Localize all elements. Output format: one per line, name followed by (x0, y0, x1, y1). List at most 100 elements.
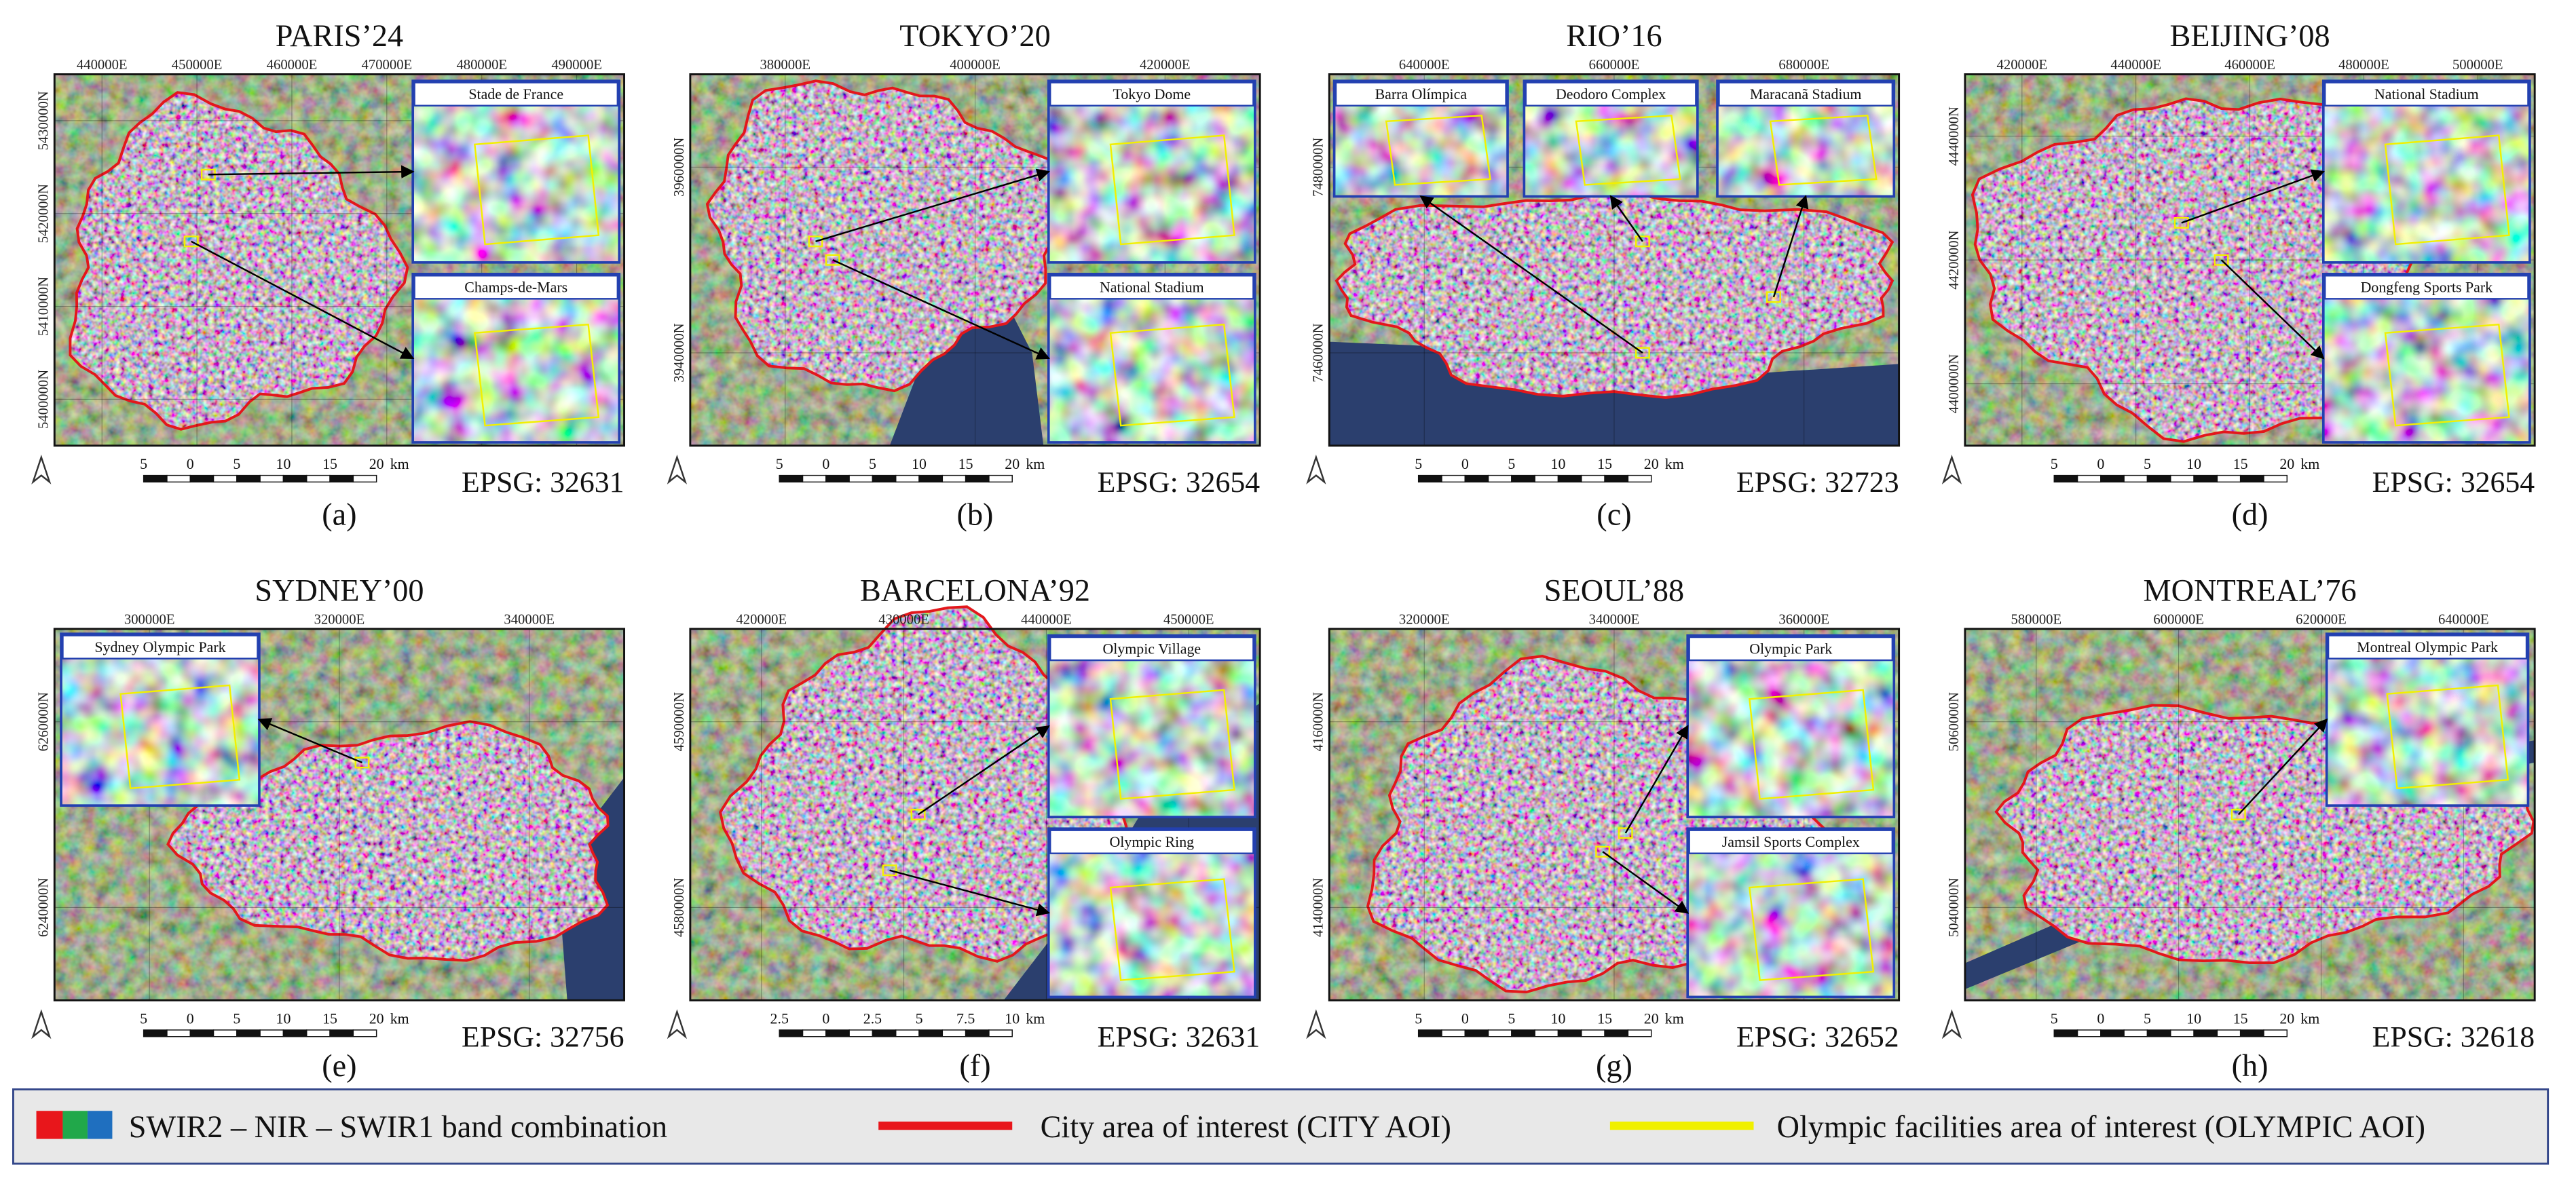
scale-label: 0 (2097, 1010, 2104, 1027)
panel-title: SEOUL’88 (1544, 573, 1684, 608)
easting-label: 450000E (1163, 613, 1214, 628)
scale-segment (965, 1029, 990, 1037)
scale-label: 15 (2233, 455, 2248, 472)
scale-label: 20 (2279, 1010, 2294, 1027)
inset-image (2326, 658, 2528, 806)
northing-label: 5400000N (37, 370, 52, 429)
city-area (1337, 191, 1892, 398)
scale-segment (2216, 1029, 2241, 1037)
easting-label: 480000E (456, 58, 507, 73)
inset-label-box (1688, 636, 1894, 662)
scale-segment (2053, 474, 2078, 483)
map-panel: RIO’16 640000E 660000E 680000E 7480000N 74600… (1306, 18, 1901, 532)
easting-label: 340000E (1589, 613, 1640, 628)
scale-label: 5 (2144, 1010, 2151, 1027)
scale-segment (872, 474, 897, 483)
inset-aoi (1109, 878, 1235, 981)
panel-caption: (d) (2232, 497, 2269, 532)
scale-segment (259, 1029, 284, 1037)
inset-label-box (2324, 275, 2529, 300)
inset-image (2323, 105, 2530, 263)
scale-segment (189, 474, 214, 483)
scale-label: 10 (912, 455, 927, 472)
scale-label: km (390, 1010, 409, 1027)
scale-label: 10 (2186, 455, 2201, 472)
northing-label: 4440000N (1947, 107, 1962, 166)
northing-label: 6260000N (37, 692, 52, 751)
legend: SWIR2 – NIR – SWIR1 band combination Cit… (12, 1088, 2550, 1165)
map-frame (53, 628, 626, 1001)
northing-label: 4160000N (1311, 692, 1326, 751)
inset-image (1524, 105, 1698, 197)
scale-label: 10 (1005, 1010, 1020, 1027)
inset-aoi (1575, 115, 1681, 186)
panel-caption: (h) (2232, 1048, 2269, 1083)
scale-segment (1417, 1029, 1442, 1037)
inset-aoi (2384, 134, 2510, 246)
northing-label: 4400000N (1947, 354, 1962, 413)
scale-segment (1581, 1029, 1605, 1037)
scale-segment (236, 474, 261, 483)
map-panel: SEOUL’88 320000E 340000E 360000E 4160000N 414… (1306, 573, 1901, 1083)
easting-label: 490000E (551, 58, 602, 73)
scale-label: 5 (1415, 455, 1422, 472)
inset-arrow (191, 240, 415, 360)
panel-caption: (b) (957, 497, 994, 532)
scale-segment (2076, 1029, 2102, 1037)
easting-label: 600000E (2153, 613, 2204, 628)
northing-label: 7480000N (1311, 138, 1326, 197)
scale-label: 20 (1005, 455, 1020, 472)
easting-label: 680000E (1778, 58, 1829, 73)
easting-label: 300000E (124, 613, 175, 628)
scale-segment (1627, 474, 1652, 483)
scale-segment (2100, 474, 2125, 483)
inset-label-box (2327, 634, 2528, 660)
easting-label: 360000E (1778, 613, 1829, 628)
city-area (720, 607, 1127, 961)
scale-label: 0 (1461, 455, 1469, 472)
northing-label: 5060000N (1947, 692, 1962, 751)
scale-segment (143, 474, 168, 483)
scale-segment (2239, 474, 2264, 483)
inset-arrow (815, 168, 1051, 242)
city-aoi (1334, 189, 1894, 400)
inset-aoi (2384, 323, 2510, 427)
easting-label: 340000E (504, 613, 555, 628)
inset-arrow (1772, 195, 1809, 298)
inset-image (1048, 853, 1255, 997)
scale-label: 5 (1508, 1010, 1515, 1027)
scale-segment (329, 1029, 354, 1037)
inset-image (1687, 853, 1894, 997)
inset-image (1334, 105, 1508, 197)
scale-segment (895, 474, 920, 483)
scale-segment (1487, 474, 1512, 483)
city-aoi (69, 91, 409, 431)
scale-segment (2146, 474, 2171, 483)
scale-label: km (2300, 455, 2319, 472)
inset-label: Maracanã Stadium (1750, 85, 1862, 102)
panel-title: MONTREAL’76 (2143, 573, 2356, 608)
panel-caption: (e) (322, 1048, 356, 1083)
inset-arrow (2220, 259, 2325, 360)
easting-label: 400000E (950, 58, 1001, 73)
north-arrow (31, 1009, 52, 1039)
legend-box (12, 1088, 2550, 1165)
scale-segment (2146, 1029, 2171, 1037)
inset-arrow (1624, 725, 1689, 834)
map-frame (689, 628, 1261, 1001)
scale-label: 0 (2097, 455, 2104, 472)
scale-label: 2.5 (770, 1010, 789, 1027)
inset-aoi (2386, 684, 2509, 790)
scale-segment (1604, 1029, 1629, 1037)
legend-label: SWIR2 – NIR – SWIR1 band combination (129, 1109, 667, 1144)
scale-segment (259, 474, 284, 483)
scale-segment (2053, 1029, 2078, 1037)
inset-aoi (1109, 134, 1235, 246)
easting-label: 440000E (1021, 613, 1072, 628)
easting-label: 500000E (2452, 58, 2503, 73)
city-aoi (719, 605, 1128, 963)
scale-label: 5 (869, 455, 876, 472)
legend-label: Olympic facilities area of interest (OLY… (1777, 1109, 2425, 1144)
olympic-aoi (808, 235, 823, 248)
